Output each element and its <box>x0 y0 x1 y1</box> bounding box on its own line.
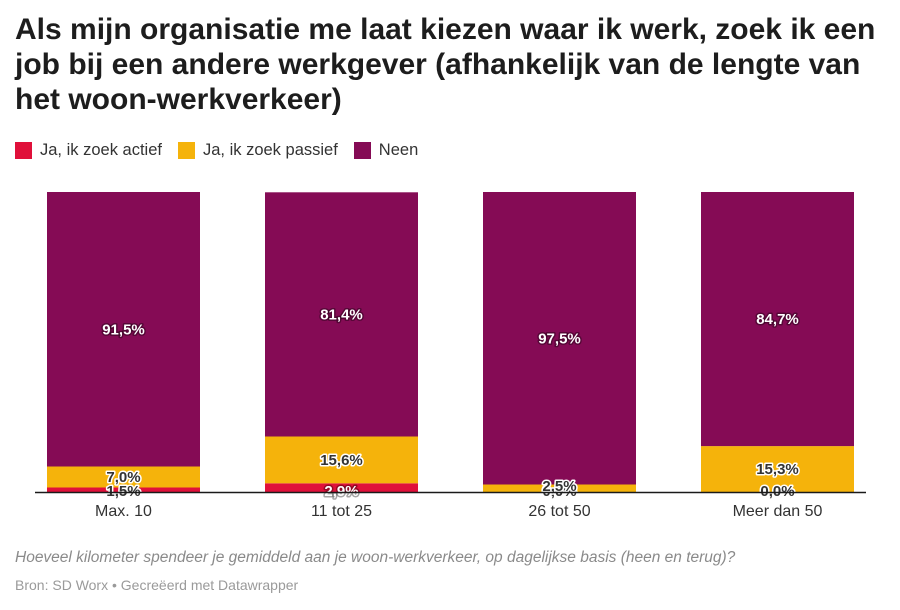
stacked-bar-chart: 1,5%7,0% 91,5% Max. 10 2,9% 15,6% 81,4% 11 tot… <box>35 192 866 520</box>
bar-segment-passief-2 <box>265 436 418 484</box>
legend-item-actief: Ja, ik zoek actief <box>15 141 162 160</box>
value-label-neen-4: 84,7% <box>756 311 799 328</box>
value-label-passief-4: 15,3% <box>756 461 799 478</box>
value-label-neen-2: 81,4% <box>320 306 363 323</box>
value-label-passief-1: 7,0% <box>106 469 140 486</box>
chart-source: Bron: SD Worx • Gecreëerd met Datawrappe… <box>15 577 299 593</box>
bar-segment-actief-2 <box>265 483 418 492</box>
x-tick-label-4: Meer dan 50 <box>733 503 823 520</box>
value-label-passief-2: 15,6% <box>320 452 363 469</box>
legend-label-neen: Neen <box>378 140 419 159</box>
bar-segment-neen-1 <box>47 192 200 467</box>
value-label-actief-1: 1,5% <box>106 483 140 500</box>
legend-swatch-neen <box>353 141 371 159</box>
x-tick-label-1: Max. 10 <box>95 503 152 520</box>
legend-label-actief: Ja, ik zoek actief <box>40 140 162 159</box>
bar-segment-passief-4 <box>701 446 854 492</box>
bar-segment-actief-1 <box>47 487 200 492</box>
value-label-neen-1: 91,5% <box>102 321 145 338</box>
legend-label-passief: Ja, ik zoek passief <box>202 140 338 159</box>
chart-question: Hoeveel kilometer spendeer je gemiddeld … <box>15 549 736 566</box>
legend-swatch-passief <box>177 141 195 159</box>
bar-segment-neen-2 <box>265 192 418 437</box>
value-label-passief-3: 2,5% <box>542 478 576 495</box>
chart-title: Als mijn organisatie me laat kiezen waar… <box>15 13 876 116</box>
x-tick-label-3: 26 tot 50 <box>528 503 590 520</box>
legend-item-neen: Neen <box>353 140 419 160</box>
value-label-neen-3: 97,5% <box>538 330 581 347</box>
legend: Ja, ik zoek actief Ja, ik zoek passief N… <box>15 139 434 161</box>
x-tick-label-2: 11 tot 25 <box>311 503 372 520</box>
bar-segment-neen-4 <box>701 192 854 447</box>
bar-segment-passief-1 <box>47 466 200 488</box>
bar-segment-neen-3 <box>483 192 636 485</box>
value-label-actief-2: 2,9% <box>324 483 358 500</box>
value-label-actief-3: 0,0% <box>542 483 576 500</box>
legend-item-passief: Ja, ik zoek passief <box>177 140 338 160</box>
value-label-actief-4: 0,0% <box>760 483 794 500</box>
legend-swatch-actief <box>15 141 32 159</box>
bar-segment-passief-3 <box>483 484 636 492</box>
